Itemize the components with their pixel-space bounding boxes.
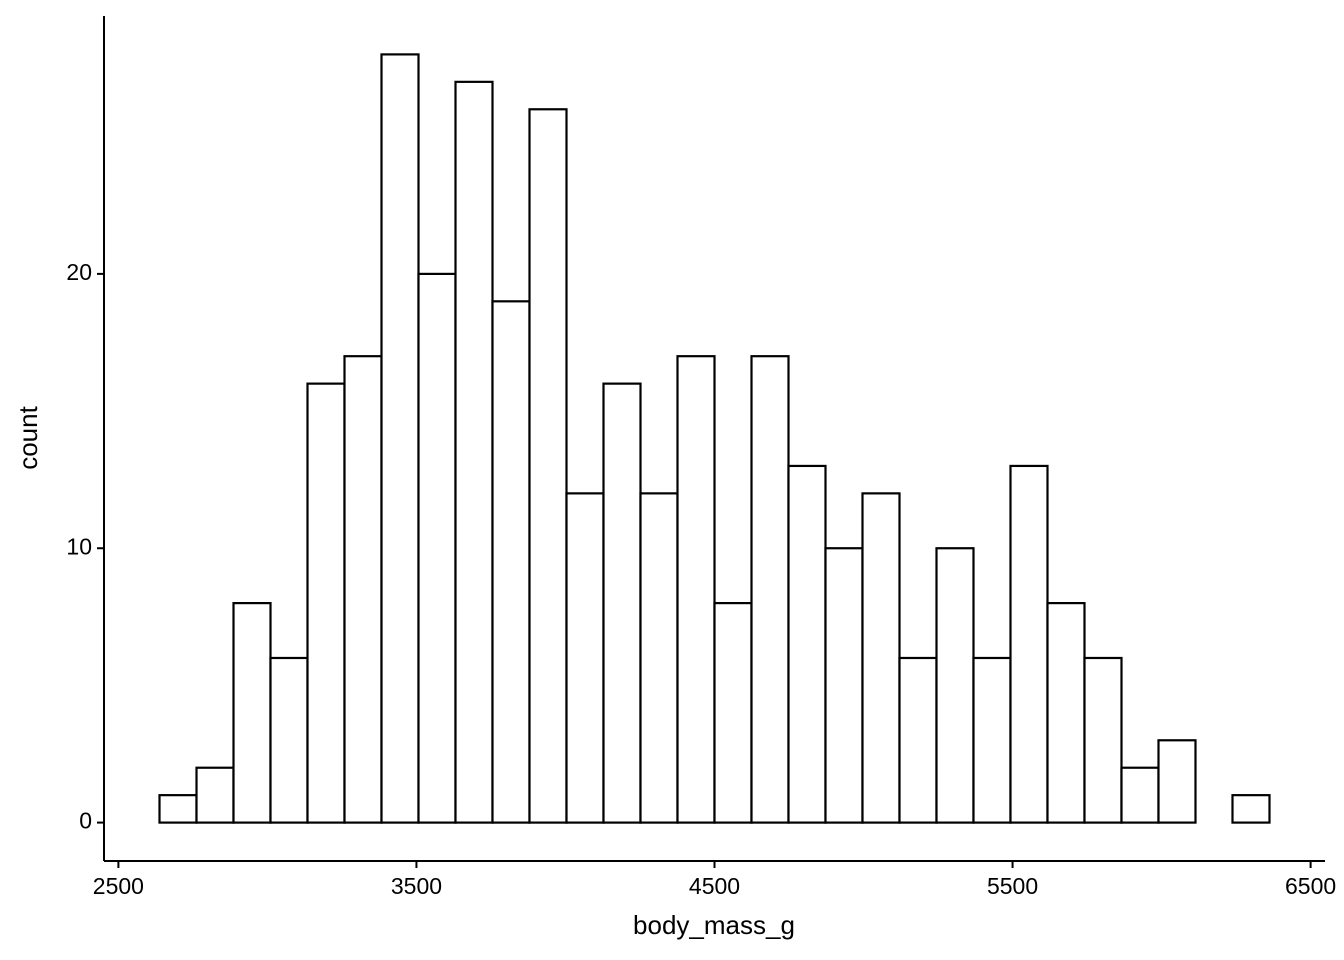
bar — [1046, 602, 1086, 824]
bar — [713, 602, 753, 824]
bar — [1009, 464, 1049, 824]
bar — [306, 382, 346, 824]
bar — [195, 766, 235, 824]
bar — [861, 492, 901, 824]
bar — [602, 382, 642, 824]
x-tick-label: 3500 — [391, 873, 442, 899]
bar — [491, 300, 531, 824]
bar — [787, 464, 827, 824]
bar — [639, 492, 679, 824]
bar — [824, 547, 864, 824]
y-tick-label: 0 — [79, 808, 92, 834]
bar — [454, 80, 494, 824]
x-tick-label: 2500 — [93, 873, 144, 899]
bar — [380, 53, 420, 824]
bar — [1083, 656, 1123, 824]
x-tick-label: 5500 — [987, 873, 1038, 899]
y-tick-label: 20 — [66, 259, 92, 285]
bar — [417, 272, 457, 824]
bar — [1120, 766, 1160, 824]
bar — [972, 656, 1012, 824]
x-tick-label: 6500 — [1285, 873, 1336, 899]
y-axis-title: count — [13, 405, 43, 469]
bar — [343, 355, 383, 824]
bar — [1231, 794, 1271, 824]
bar — [528, 108, 568, 824]
bar — [269, 656, 309, 824]
x-axis-title: body_mass_g — [633, 910, 795, 940]
y-tick-label: 10 — [66, 533, 92, 559]
bar — [232, 602, 272, 824]
x-tick-label: 4500 — [689, 873, 740, 899]
bar — [676, 355, 716, 824]
bar — [935, 547, 975, 824]
bar — [158, 794, 198, 824]
bar — [898, 656, 938, 824]
bar — [565, 492, 605, 824]
bar — [750, 355, 790, 824]
bar — [1157, 739, 1197, 824]
